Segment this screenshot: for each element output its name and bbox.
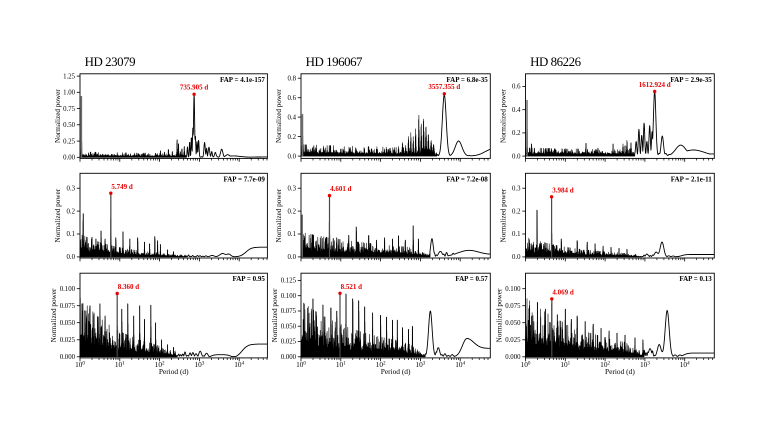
svg-text:Period (d): Period (d) bbox=[381, 367, 411, 376]
svg-text:0.000: 0.000 bbox=[60, 354, 76, 361]
svg-text:735.905 d: 735.905 d bbox=[180, 84, 209, 92]
svg-text:0.075: 0.075 bbox=[281, 308, 297, 315]
svg-text:0.0: 0.0 bbox=[288, 153, 297, 160]
svg-text:103: 103 bbox=[415, 360, 425, 369]
svg-text:0.025: 0.025 bbox=[505, 337, 521, 344]
svg-text:102: 102 bbox=[155, 360, 165, 369]
svg-text:FAP = 7.7e-09: FAP = 7.7e-09 bbox=[224, 175, 266, 183]
svg-text:0.75: 0.75 bbox=[63, 106, 75, 113]
svg-text:8.360 d: 8.360 d bbox=[118, 283, 140, 291]
svg-text:0.0: 0.0 bbox=[67, 254, 76, 261]
svg-text:FAP = 4.1e-157: FAP = 4.1e-157 bbox=[220, 76, 265, 84]
svg-text:101: 101 bbox=[560, 360, 570, 369]
svg-text:FAP = 6.8e-35: FAP = 6.8e-35 bbox=[446, 76, 488, 84]
svg-text:0.2: 0.2 bbox=[512, 208, 521, 215]
svg-text:Normalized power: Normalized power bbox=[275, 188, 283, 242]
svg-text:4.601 d: 4.601 d bbox=[330, 185, 352, 193]
svg-text:101: 101 bbox=[115, 360, 125, 369]
svg-text:0.6: 0.6 bbox=[288, 95, 297, 102]
svg-text:0.0: 0.0 bbox=[512, 254, 521, 261]
svg-text:0.2: 0.2 bbox=[288, 208, 297, 215]
svg-text:0.075: 0.075 bbox=[60, 303, 76, 310]
svg-text:FAP = 0.95: FAP = 0.95 bbox=[232, 275, 265, 283]
svg-text:0.00: 0.00 bbox=[63, 155, 75, 162]
svg-text:0.2: 0.2 bbox=[288, 134, 297, 141]
svg-text:Normalized power: Normalized power bbox=[54, 89, 62, 143]
svg-text:0.3: 0.3 bbox=[512, 185, 521, 192]
svg-text:Normalized power: Normalized power bbox=[275, 89, 283, 143]
svg-text:100: 100 bbox=[75, 360, 85, 369]
svg-text:8.521 d: 8.521 d bbox=[341, 283, 363, 291]
svg-text:0.4: 0.4 bbox=[288, 114, 297, 121]
svg-text:0.100: 0.100 bbox=[281, 293, 297, 300]
svg-text:HD 196067: HD 196067 bbox=[306, 55, 363, 69]
svg-text:0.100: 0.100 bbox=[60, 286, 76, 293]
svg-text:FAP = 2.1e-11: FAP = 2.1e-11 bbox=[671, 175, 712, 183]
svg-text:1.25: 1.25 bbox=[63, 73, 75, 80]
svg-text:Period (d): Period (d) bbox=[159, 367, 189, 376]
svg-text:0.025: 0.025 bbox=[60, 337, 76, 344]
svg-text:FAP = 0.57: FAP = 0.57 bbox=[455, 275, 488, 283]
svg-text:100: 100 bbox=[296, 360, 306, 369]
svg-text:104: 104 bbox=[234, 360, 244, 369]
svg-text:5.749 d: 5.749 d bbox=[111, 183, 132, 191]
svg-text:0.1: 0.1 bbox=[288, 231, 297, 238]
svg-text:103: 103 bbox=[194, 360, 204, 369]
svg-text:FAP = 7.2e-08: FAP = 7.2e-08 bbox=[446, 175, 488, 183]
svg-text:104: 104 bbox=[680, 360, 690, 369]
svg-text:0.000: 0.000 bbox=[281, 354, 297, 361]
svg-text:100: 100 bbox=[521, 360, 531, 369]
svg-text:0.125: 0.125 bbox=[281, 278, 297, 285]
svg-text:0.1: 0.1 bbox=[512, 231, 521, 238]
svg-text:0.000: 0.000 bbox=[505, 354, 521, 361]
svg-text:0.2: 0.2 bbox=[67, 208, 76, 215]
svg-text:3557.355 d: 3557.355 d bbox=[428, 83, 460, 91]
svg-text:102: 102 bbox=[600, 360, 610, 369]
svg-text:0.050: 0.050 bbox=[281, 323, 297, 330]
svg-text:3.984 d: 3.984 d bbox=[552, 186, 574, 194]
svg-text:Normalized power: Normalized power bbox=[495, 288, 503, 342]
svg-text:104: 104 bbox=[455, 360, 465, 369]
svg-text:0.0: 0.0 bbox=[512, 153, 521, 160]
svg-text:HD 23079: HD 23079 bbox=[85, 55, 135, 69]
svg-text:Normalized power: Normalized power bbox=[500, 89, 508, 143]
svg-text:4.069 d: 4.069 d bbox=[552, 289, 574, 297]
svg-text:0.075: 0.075 bbox=[505, 303, 521, 310]
svg-text:0.1: 0.1 bbox=[67, 231, 76, 238]
svg-text:103: 103 bbox=[640, 360, 650, 369]
svg-text:Normalized power: Normalized power bbox=[500, 188, 508, 242]
svg-text:101: 101 bbox=[336, 360, 346, 369]
svg-text:1.00: 1.00 bbox=[63, 90, 75, 97]
svg-text:0.8: 0.8 bbox=[288, 75, 297, 82]
svg-text:0.050: 0.050 bbox=[505, 320, 521, 327]
svg-text:Normalized power: Normalized power bbox=[50, 288, 58, 342]
svg-text:0.2: 0.2 bbox=[512, 130, 521, 137]
svg-text:0.0: 0.0 bbox=[288, 254, 297, 261]
svg-text:0.50: 0.50 bbox=[63, 122, 75, 129]
svg-text:0.6: 0.6 bbox=[512, 84, 521, 91]
svg-text:0.025: 0.025 bbox=[281, 339, 297, 346]
svg-text:0.100: 0.100 bbox=[505, 286, 521, 293]
svg-text:0.25: 0.25 bbox=[63, 138, 75, 145]
svg-text:0.050: 0.050 bbox=[60, 320, 76, 327]
svg-text:FAP = 0.13: FAP = 0.13 bbox=[679, 275, 712, 283]
svg-text:Normalized power: Normalized power bbox=[271, 288, 279, 342]
svg-text:0.3: 0.3 bbox=[67, 185, 76, 192]
svg-text:Period (d): Period (d) bbox=[605, 367, 635, 376]
svg-text:1612.924 d: 1612.924 d bbox=[639, 81, 671, 89]
svg-text:0.4: 0.4 bbox=[512, 107, 521, 114]
svg-text:102: 102 bbox=[376, 360, 386, 369]
svg-text:Normalized power: Normalized power bbox=[54, 188, 62, 242]
svg-text:0.3: 0.3 bbox=[288, 185, 297, 192]
svg-text:HD 86226: HD 86226 bbox=[530, 55, 581, 69]
svg-text:FAP = 2.9e-35: FAP = 2.9e-35 bbox=[670, 76, 712, 84]
